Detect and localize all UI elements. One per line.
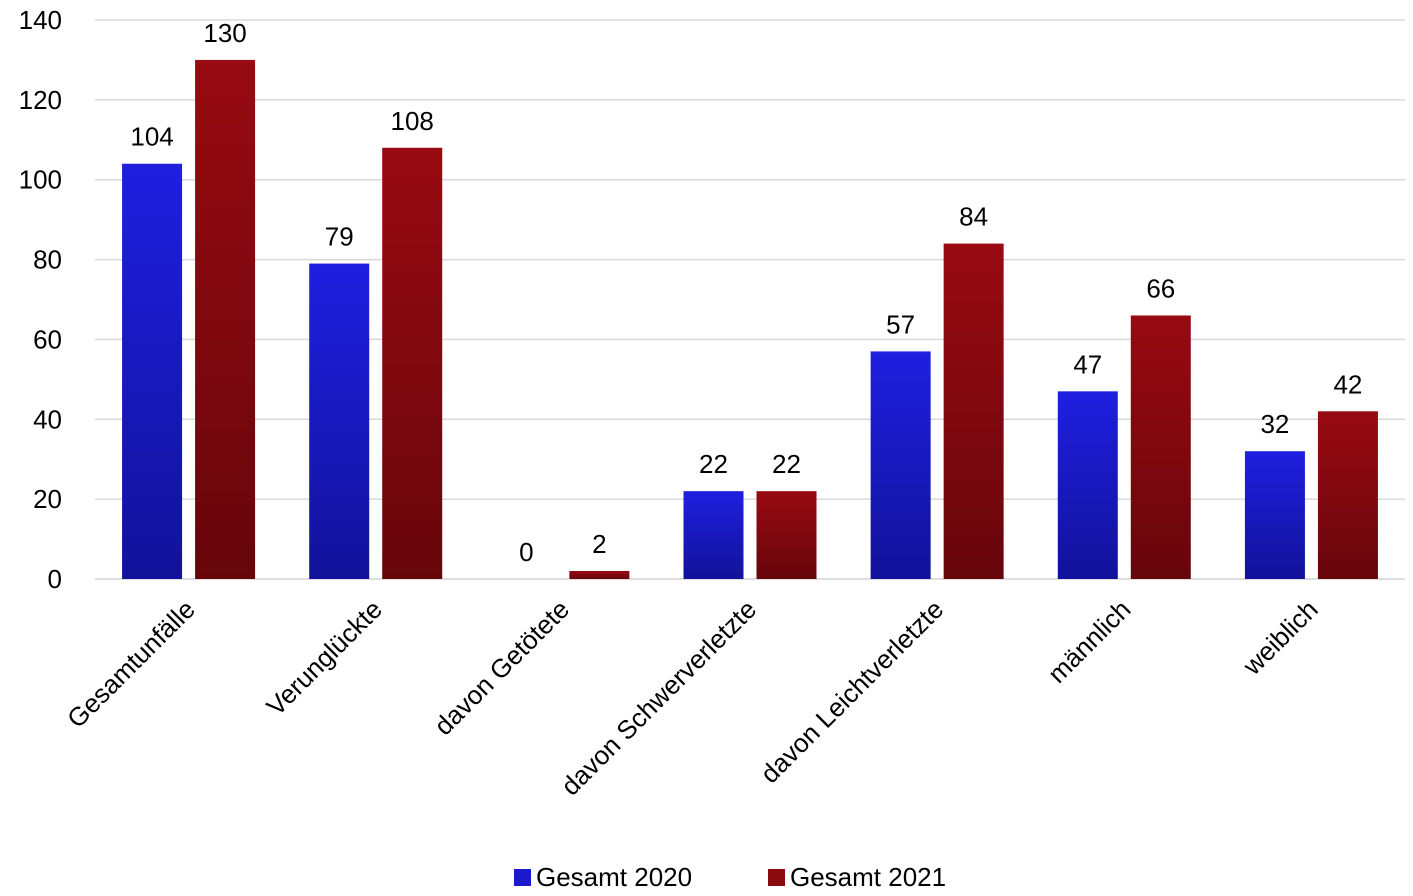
data-label: 66 [1146,273,1175,303]
x-tick-label: davon Getötete [428,594,575,741]
data-label: 42 [1333,369,1362,399]
data-label: 32 [1260,409,1289,439]
data-label: 84 [959,202,988,232]
bar-2020-1 [309,263,370,579]
x-tick-label: Verunglückte [260,594,388,722]
bar-2021-5 [1130,315,1191,579]
legend-label: Gesamt 2020 [536,862,692,892]
data-label: 57 [886,309,915,339]
data-label: 79 [325,222,354,252]
y-tick-label: 60 [33,324,62,354]
legend-swatch-0 [514,869,531,886]
x-tick-label: davon Leichtverletzte [754,594,949,789]
data-label: 22 [772,449,801,479]
x-tick-label: männlich [1042,594,1137,689]
bar-2020-5 [1057,391,1118,579]
bar-2021-1 [382,147,443,579]
bar-2020-6 [1244,451,1305,579]
x-axis-ticks: Gesamtunfälle Verunglückte davon Getöteted… [61,594,1324,801]
bar-2020-3 [683,491,744,579]
legend-label: Gesamt 2021 [790,862,946,892]
data-label: 0 [519,537,533,567]
bar-2020-0 [122,163,183,579]
y-axis-ticks: 0 20 40 60 80 100 120 140 [19,5,62,594]
gridlines [95,19,1405,580]
bar-2021-0 [195,59,256,579]
y-tick-label: 120 [19,85,62,115]
y-tick-label: 0 [48,564,62,594]
bar-2021-2 [569,571,630,579]
bar-2021-3 [756,491,817,579]
data-label: 22 [699,449,728,479]
data-label: 47 [1073,349,1102,379]
x-tick-label: davon Schwerverletzte [555,594,762,801]
data-label: 130 [203,18,246,48]
y-tick-label: 100 [19,165,62,195]
legend: Gesamt 2020 Gesamt 2021 [514,862,946,892]
data-label: 2 [592,529,606,559]
y-tick-label: 40 [33,404,62,434]
y-tick-label: 80 [33,245,62,275]
bar-2021-6 [1317,411,1378,579]
legend-swatch-1 [768,869,785,886]
bar-2020-4 [870,351,931,579]
bar-2021-4 [943,243,1004,579]
x-tick-label: Gesamtunfälle [61,594,201,734]
x-tick-label: weiblich [1236,594,1323,681]
data-label: 104 [130,122,173,152]
y-tick-label: 140 [19,5,62,35]
y-tick-label: 20 [33,484,62,514]
bars [122,59,1378,579]
data-label: 108 [391,106,434,136]
